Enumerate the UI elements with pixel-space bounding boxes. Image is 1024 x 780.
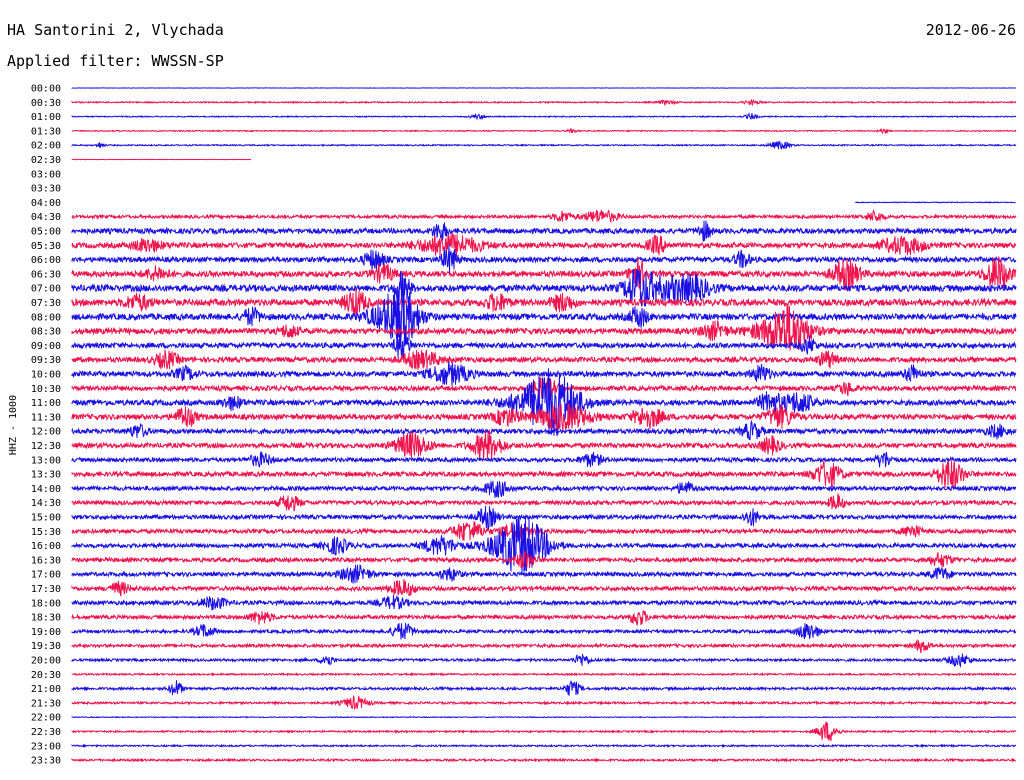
trace-row-1900 [71, 623, 1017, 640]
trace-row-0600 [71, 244, 1017, 274]
trace-row-2200 [71, 715, 1017, 719]
time-tick-1800: 18:00 [31, 598, 61, 609]
time-tick-0230: 02:30 [31, 155, 61, 166]
time-tick-1430: 14:30 [31, 498, 61, 509]
trace-row-2300 [71, 743, 1017, 749]
time-tick-1130: 11:30 [31, 412, 61, 423]
trace-row-0030 [71, 98, 1017, 107]
channel-axis-label: HHZ - 1000 [8, 395, 19, 455]
time-tick-1830: 18:30 [31, 613, 61, 624]
time-tick-1530: 15:30 [31, 527, 61, 538]
trace-row-0500 [71, 220, 1017, 242]
trace-row-1130 [71, 403, 1017, 432]
time-tick-1930: 19:30 [31, 641, 61, 652]
time-tick-0200: 02:00 [31, 141, 61, 152]
trace-row-1800 [71, 595, 1017, 611]
time-tick-0330: 03:30 [31, 184, 61, 195]
trace-row-0900 [71, 331, 1017, 361]
trace-row-1930 [71, 639, 1017, 654]
trace-row-1430 [71, 493, 1017, 512]
time-tick-2030: 20:30 [31, 670, 61, 681]
time-tick-0730: 07:30 [31, 298, 61, 309]
time-tick-0700: 07:00 [31, 284, 61, 295]
time-tick-1230: 12:30 [31, 441, 61, 452]
time-tick-1100: 11:00 [31, 398, 61, 409]
trace-row-1300 [71, 450, 1017, 468]
time-tick-0100: 01:00 [31, 112, 61, 123]
record-date: 2012-06-26 [925, 21, 1016, 39]
trace-row-1600 [71, 516, 1017, 575]
trace-row-1400 [71, 480, 1017, 498]
time-tick-1000: 10:00 [31, 370, 61, 381]
time-tick-0500: 05:00 [31, 227, 61, 238]
trace-row-0730 [71, 288, 1017, 317]
trace-row-1100 [71, 368, 1017, 437]
time-tick-labels: 00:00 00:30 01:00 01:30 02:00 02:30 03:00 03:30… [31, 84, 61, 767]
seismogram-traces [71, 87, 1017, 763]
trace-row-0930 [71, 349, 1017, 370]
trace-row-2130 [71, 694, 1017, 710]
trace-row-0130 [71, 128, 1017, 135]
trace-row-1330 [71, 460, 1017, 489]
trace-row-1830 [71, 610, 1017, 626]
time-tick-0930: 09:30 [31, 355, 61, 366]
trace-row-1230 [71, 429, 1017, 460]
time-tick-0800: 08:00 [31, 312, 61, 323]
trace-row-1030 [71, 377, 1017, 399]
time-tick-1700: 17:00 [31, 570, 61, 581]
trace-row-0400 [855, 201, 1016, 204]
trace-row-2230 [71, 720, 1017, 742]
trace-row-0530 [71, 233, 1017, 257]
trace-row-1630 [71, 550, 1017, 569]
trace-row-0700 [71, 268, 1017, 307]
trace-row-2100 [71, 680, 1017, 696]
time-tick-1730: 17:30 [31, 584, 61, 595]
trace-row-1730 [71, 578, 1017, 597]
time-tick-1400: 14:00 [31, 484, 61, 495]
time-tick-0300: 03:00 [31, 169, 61, 180]
time-tick-1500: 15:00 [31, 513, 61, 524]
time-tick-1030: 10:30 [31, 384, 61, 395]
time-tick-2200: 22:00 [31, 713, 61, 724]
time-tick-1200: 12:00 [31, 427, 61, 438]
time-tick-0000: 00:00 [31, 84, 61, 95]
time-tick-2100: 21:00 [31, 684, 61, 695]
time-tick-1300: 13:00 [31, 455, 61, 466]
time-tick-0900: 09:00 [31, 341, 61, 352]
trace-row-1500 [71, 505, 1017, 531]
time-tick-0830: 08:30 [31, 327, 61, 338]
time-tick-2000: 20:00 [31, 656, 61, 667]
trace-row-2330 [71, 757, 1017, 763]
trace-row-0430 [71, 209, 1017, 224]
trace-row-2000 [71, 653, 1017, 668]
time-tick-0630: 06:30 [31, 269, 61, 280]
applied-filter-label: Applied filter: WWSSN-SP [7, 52, 224, 70]
trace-row-2030 [71, 671, 1017, 677]
time-tick-2130: 21:30 [31, 698, 61, 709]
time-tick-2230: 22:30 [31, 727, 61, 738]
time-tick-2300: 23:00 [31, 741, 61, 752]
trace-row-0100 [71, 112, 1017, 121]
trace-row-0200 [71, 140, 1017, 150]
time-tick-1900: 19:00 [31, 627, 61, 638]
trace-row-1000 [71, 361, 1017, 386]
time-tick-0600: 06:00 [31, 255, 61, 266]
time-tick-1630: 16:30 [31, 555, 61, 566]
trace-row-0830 [71, 304, 1017, 351]
trace-row-1200 [71, 419, 1017, 441]
time-tick-2330: 23:30 [31, 756, 61, 767]
time-tick-1330: 13:30 [31, 470, 61, 481]
time-tick-0130: 01:30 [31, 126, 61, 137]
trace-row-1700 [71, 564, 1017, 584]
time-tick-0530: 05:30 [31, 241, 61, 252]
trace-row-1530 [71, 521, 1017, 541]
time-tick-0430: 04:30 [31, 212, 61, 223]
time-tick-0400: 04:00 [31, 198, 61, 209]
station-title: HA Santorini 2, Vlychada [7, 21, 224, 39]
time-tick-0030: 00:30 [31, 98, 61, 109]
trace-row-0630 [71, 256, 1017, 291]
time-tick-1600: 16:00 [31, 541, 61, 552]
trace-row-0800 [71, 285, 1017, 350]
